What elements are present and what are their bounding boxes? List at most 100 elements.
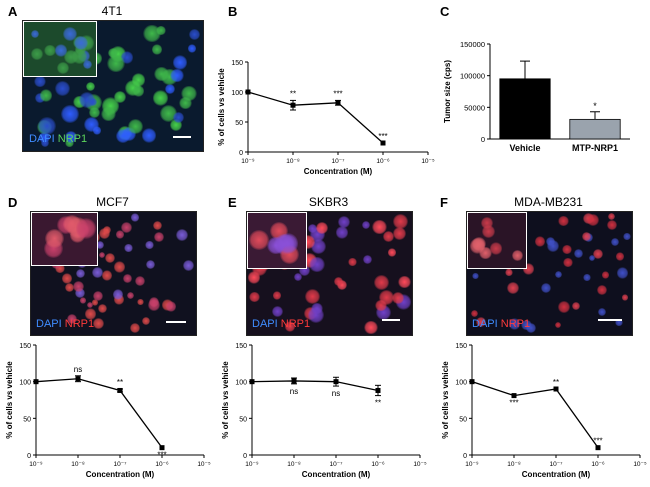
cell-blob bbox=[309, 256, 325, 273]
cell-blob bbox=[562, 244, 572, 255]
cell-blob bbox=[75, 218, 97, 239]
legend-dapi: DAPI bbox=[252, 318, 278, 330]
cell-blob bbox=[335, 226, 349, 239]
x-tick-label: 10⁻⁷ bbox=[113, 461, 127, 468]
x-tick-label: 10⁻⁵ bbox=[197, 461, 211, 468]
cell-blob bbox=[165, 301, 176, 312]
cell-blob bbox=[85, 81, 95, 91]
x-tick-label: 10⁻⁷ bbox=[331, 158, 345, 165]
cell-blob bbox=[131, 73, 146, 87]
cell-blob bbox=[294, 272, 303, 281]
significance-label: *** bbox=[593, 437, 602, 446]
cell-blob bbox=[132, 85, 145, 97]
y-axis-label: % of cells vs vehicle bbox=[221, 361, 230, 439]
cell-blob bbox=[82, 59, 92, 69]
cell-blob bbox=[506, 282, 519, 295]
micrograph-inset bbox=[467, 212, 527, 269]
cell-blob bbox=[152, 221, 162, 231]
cell-blob bbox=[172, 112, 184, 124]
cell-blob bbox=[75, 268, 86, 279]
cell-blob bbox=[558, 301, 570, 313]
significance-label: ** bbox=[553, 378, 559, 387]
data-point bbox=[249, 379, 255, 385]
cell-blob bbox=[490, 242, 503, 255]
cell-blob bbox=[271, 305, 283, 317]
cell-blob bbox=[347, 257, 357, 267]
y-tick-label: 50 bbox=[235, 120, 243, 127]
y-tick-label: 50000 bbox=[464, 103, 485, 112]
cell-blob bbox=[284, 320, 296, 332]
cell-blob bbox=[374, 275, 389, 290]
x-tick-label: 10⁻⁶ bbox=[376, 158, 390, 165]
cell-blob bbox=[44, 228, 65, 249]
y-tick-label: 100000 bbox=[460, 72, 485, 81]
cell-blob bbox=[249, 230, 269, 250]
cell-blob bbox=[188, 28, 200, 40]
micrograph-inset bbox=[31, 212, 98, 266]
data-point bbox=[469, 379, 475, 385]
scale-bar bbox=[173, 136, 191, 138]
cell-blob bbox=[572, 302, 580, 310]
cell-blob bbox=[38, 131, 50, 144]
cell-blob bbox=[105, 252, 116, 263]
cell-blob bbox=[34, 75, 46, 87]
panel-letter-f: F bbox=[440, 195, 448, 210]
cell-blob bbox=[61, 273, 73, 284]
cell-blob bbox=[508, 318, 520, 330]
panel-d-title: MCF7 bbox=[96, 195, 129, 209]
cell-blob bbox=[144, 240, 154, 250]
legend-dapi: DAPI bbox=[29, 133, 55, 145]
cell-blob bbox=[608, 213, 616, 220]
cell-blob bbox=[615, 252, 625, 261]
scale-bar bbox=[382, 319, 400, 321]
data-point bbox=[553, 386, 559, 392]
cell-blob bbox=[311, 239, 327, 255]
cell-blob bbox=[621, 294, 628, 301]
y-tick-label: 100 bbox=[455, 380, 467, 387]
cell-blob bbox=[546, 239, 559, 252]
cell-blob bbox=[159, 104, 177, 123]
data-point bbox=[595, 445, 601, 451]
cell-blob bbox=[587, 213, 599, 226]
chart-d: 0 50 100 150 10⁻⁹ 10⁻⁸ 10⁻⁷ 10⁻⁶ 10⁻⁵ Concentrati… bbox=[5, 343, 211, 479]
cell-blob bbox=[40, 138, 49, 148]
cell-blob bbox=[112, 289, 124, 300]
bar bbox=[499, 78, 551, 140]
cell-blob bbox=[97, 304, 107, 314]
cell-blob bbox=[108, 47, 119, 58]
y-axis-label: % of cells vs vehicle bbox=[5, 361, 14, 439]
cell-blob bbox=[89, 106, 100, 118]
y-tick-label: 150 bbox=[231, 60, 243, 67]
y-tick-label: 150 bbox=[19, 343, 31, 350]
cell-blob bbox=[554, 271, 562, 279]
micrograph-mcf7: DAPI NRP1 bbox=[30, 211, 197, 336]
cell-blob bbox=[120, 222, 133, 234]
series-line bbox=[471, 381, 599, 449]
cell-blob bbox=[137, 299, 144, 306]
data-point bbox=[380, 140, 386, 146]
cell-blob bbox=[182, 259, 194, 271]
cell-blob bbox=[307, 223, 317, 233]
cell-blob bbox=[72, 281, 85, 293]
cell-blob bbox=[44, 44, 56, 57]
x-tick-label: 10⁻⁵ bbox=[413, 461, 427, 468]
cell-blob bbox=[362, 254, 372, 264]
y-axis-label: % of cells vs vehicle bbox=[217, 68, 226, 146]
x-tick-label: 10⁻⁷ bbox=[549, 461, 563, 468]
cell-blob bbox=[298, 264, 311, 277]
x-tick-label: 10⁻⁸ bbox=[71, 461, 85, 468]
cell-blob bbox=[74, 288, 86, 299]
cell-blob bbox=[84, 308, 97, 321]
significance-label: ** bbox=[375, 399, 381, 408]
x-tick-label: 10⁻⁹ bbox=[241, 158, 255, 165]
cell-blob bbox=[101, 270, 113, 281]
data-point bbox=[117, 387, 123, 393]
x-tick-label: 10⁻⁹ bbox=[29, 461, 43, 468]
cell-blob bbox=[39, 89, 53, 103]
legend-nrp1: NRP1 bbox=[57, 133, 88, 145]
cell-blob bbox=[337, 215, 350, 228]
significance-label: ns bbox=[290, 387, 298, 396]
cell-blob bbox=[129, 322, 140, 333]
cell-blob bbox=[38, 116, 57, 135]
data-point bbox=[245, 89, 251, 95]
